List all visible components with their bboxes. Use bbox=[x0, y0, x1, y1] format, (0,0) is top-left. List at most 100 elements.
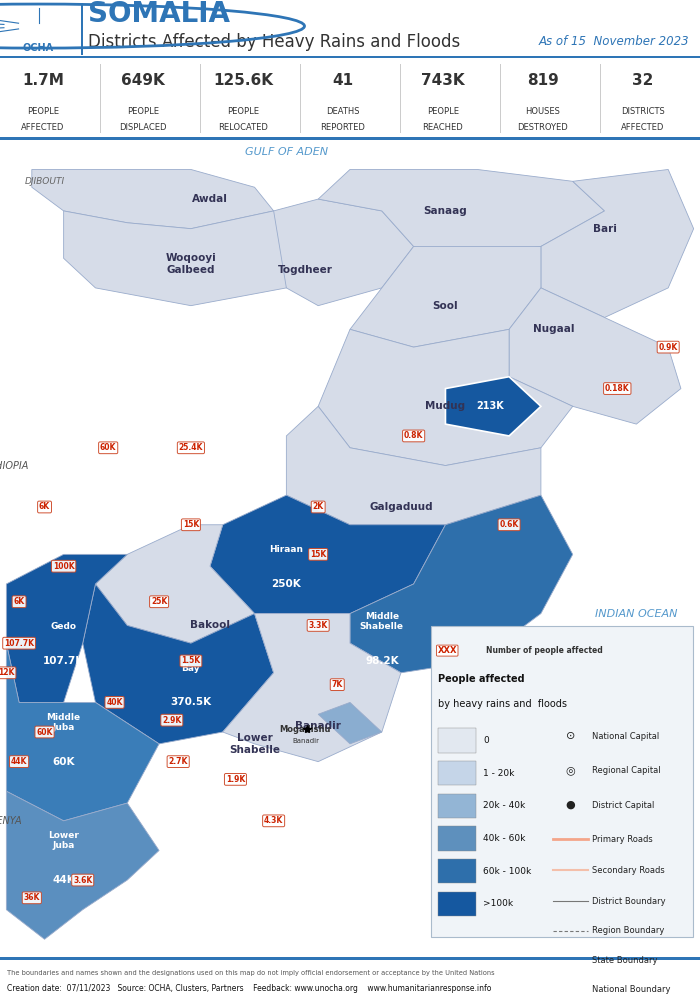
Text: 40K: 40K bbox=[106, 698, 122, 707]
Polygon shape bbox=[350, 247, 541, 347]
Bar bbox=[80, 3, 83, 55]
Text: 100K: 100K bbox=[52, 561, 74, 570]
Text: REPORTED: REPORTED bbox=[321, 123, 365, 132]
Text: 12K: 12K bbox=[0, 668, 15, 677]
Polygon shape bbox=[445, 377, 541, 436]
Polygon shape bbox=[6, 791, 159, 939]
Text: AFFECTED: AFFECTED bbox=[622, 123, 665, 132]
Polygon shape bbox=[286, 407, 541, 524]
Text: PEOPLE: PEOPLE bbox=[227, 107, 259, 116]
Text: 107.7K: 107.7K bbox=[4, 638, 34, 647]
Text: 2.7K: 2.7K bbox=[169, 757, 188, 766]
Text: INDIAN OCEAN: INDIAN OCEAN bbox=[595, 608, 678, 618]
Bar bbox=[0, 137, 700, 140]
Text: ⊙: ⊙ bbox=[566, 731, 575, 741]
Bar bbox=[100, 65, 102, 133]
Text: Region Boundary: Region Boundary bbox=[592, 926, 664, 935]
Text: 44K: 44K bbox=[11, 757, 27, 766]
Text: 6K: 6K bbox=[39, 502, 50, 511]
Bar bbox=[438, 793, 476, 818]
Text: 0.8K: 0.8K bbox=[404, 432, 424, 441]
Text: Nugaal: Nugaal bbox=[533, 325, 575, 335]
Text: 125.6K: 125.6K bbox=[213, 73, 273, 88]
Text: 107.7K: 107.7K bbox=[43, 656, 84, 666]
Text: 44K: 44K bbox=[52, 875, 75, 885]
Text: State Boundary: State Boundary bbox=[592, 956, 657, 965]
Text: 1.7M: 1.7M bbox=[22, 73, 64, 88]
Text: 3.6K: 3.6K bbox=[73, 875, 92, 884]
Bar bbox=[438, 826, 476, 851]
Text: Galgaduud: Galgaduud bbox=[369, 502, 433, 512]
Text: 60K: 60K bbox=[36, 727, 52, 736]
Text: RELOCATED: RELOCATED bbox=[218, 123, 268, 132]
Text: 98.2K: 98.2K bbox=[365, 656, 398, 666]
Text: ETHIOPIA: ETHIOPIA bbox=[0, 461, 29, 471]
Bar bbox=[300, 65, 302, 133]
Bar bbox=[438, 859, 476, 883]
Text: 5.2K: 5.2K bbox=[436, 680, 455, 689]
Text: DJIBOUTI: DJIBOUTI bbox=[25, 177, 64, 186]
Polygon shape bbox=[210, 496, 445, 613]
Text: DESTROYED: DESTROYED bbox=[517, 123, 568, 132]
Text: 3.3K: 3.3K bbox=[309, 621, 328, 630]
Text: Bari: Bari bbox=[593, 224, 617, 234]
Text: 4.3K: 4.3K bbox=[264, 816, 284, 825]
Polygon shape bbox=[95, 524, 255, 643]
Bar bbox=[438, 892, 476, 916]
Text: 6K: 6K bbox=[13, 597, 24, 606]
Text: 40k - 60k: 40k - 60k bbox=[483, 834, 526, 843]
Text: 370.5K: 370.5K bbox=[170, 697, 211, 707]
Bar bbox=[0, 957, 700, 960]
Text: SOMALIA: SOMALIA bbox=[88, 0, 230, 29]
Text: District Boundary: District Boundary bbox=[592, 897, 665, 906]
Text: 649K: 649K bbox=[121, 73, 165, 88]
Text: OCHA: OCHA bbox=[23, 43, 54, 53]
Text: 41: 41 bbox=[332, 73, 354, 88]
Bar bbox=[438, 728, 476, 753]
Polygon shape bbox=[223, 613, 401, 761]
Text: Mogadishu: Mogadishu bbox=[280, 724, 331, 733]
Text: 60K: 60K bbox=[52, 756, 75, 766]
Text: XXX: XXX bbox=[438, 646, 457, 655]
Text: 2.9K: 2.9K bbox=[162, 715, 181, 724]
Text: Awdal: Awdal bbox=[192, 194, 228, 204]
Text: KENYA: KENYA bbox=[0, 816, 22, 826]
Text: 1 - 20k: 1 - 20k bbox=[483, 768, 514, 777]
Text: Regional Capital: Regional Capital bbox=[592, 766, 660, 775]
Polygon shape bbox=[64, 211, 318, 306]
Text: 0: 0 bbox=[483, 736, 489, 745]
Text: ◎: ◎ bbox=[566, 765, 575, 776]
Text: 1.5K: 1.5K bbox=[181, 656, 200, 665]
Text: 0.9K: 0.9K bbox=[659, 343, 678, 352]
Text: Sanaag: Sanaag bbox=[424, 206, 468, 216]
Polygon shape bbox=[83, 584, 274, 744]
Text: 819: 819 bbox=[527, 73, 559, 88]
Polygon shape bbox=[541, 170, 694, 318]
Text: GULF OF ADEN: GULF OF ADEN bbox=[245, 147, 328, 157]
Text: 25.4K: 25.4K bbox=[178, 444, 203, 453]
Text: by heavy rains and  floods: by heavy rains and floods bbox=[438, 698, 566, 708]
Polygon shape bbox=[509, 288, 681, 425]
Text: Middle
Juba: Middle Juba bbox=[47, 712, 80, 732]
Text: DEATHS: DEATHS bbox=[326, 107, 360, 116]
Polygon shape bbox=[430, 626, 693, 937]
Text: Gedo: Gedo bbox=[50, 622, 76, 631]
Text: AFFECTED: AFFECTED bbox=[21, 123, 64, 132]
Text: 15K: 15K bbox=[183, 520, 199, 529]
Text: REACHED: REACHED bbox=[423, 123, 463, 132]
Text: Middle
Shabelle: Middle Shabelle bbox=[360, 612, 404, 631]
Text: 20k - 40k: 20k - 40k bbox=[483, 801, 525, 810]
Polygon shape bbox=[32, 170, 274, 229]
Text: People affected: People affected bbox=[438, 674, 524, 684]
Polygon shape bbox=[6, 643, 159, 821]
Text: PEOPLE: PEOPLE bbox=[27, 107, 59, 116]
Text: Woqooyi
Galbeed: Woqooyi Galbeed bbox=[165, 254, 216, 275]
Polygon shape bbox=[318, 170, 605, 259]
Text: 0.6K: 0.6K bbox=[500, 520, 519, 529]
Text: As of 15  November 2023: As of 15 November 2023 bbox=[539, 35, 690, 48]
Text: 213K: 213K bbox=[476, 402, 504, 412]
Bar bbox=[600, 65, 601, 133]
Bar bbox=[400, 65, 401, 133]
Bar bbox=[0, 56, 700, 58]
Text: DISPLACED: DISPLACED bbox=[119, 123, 167, 132]
